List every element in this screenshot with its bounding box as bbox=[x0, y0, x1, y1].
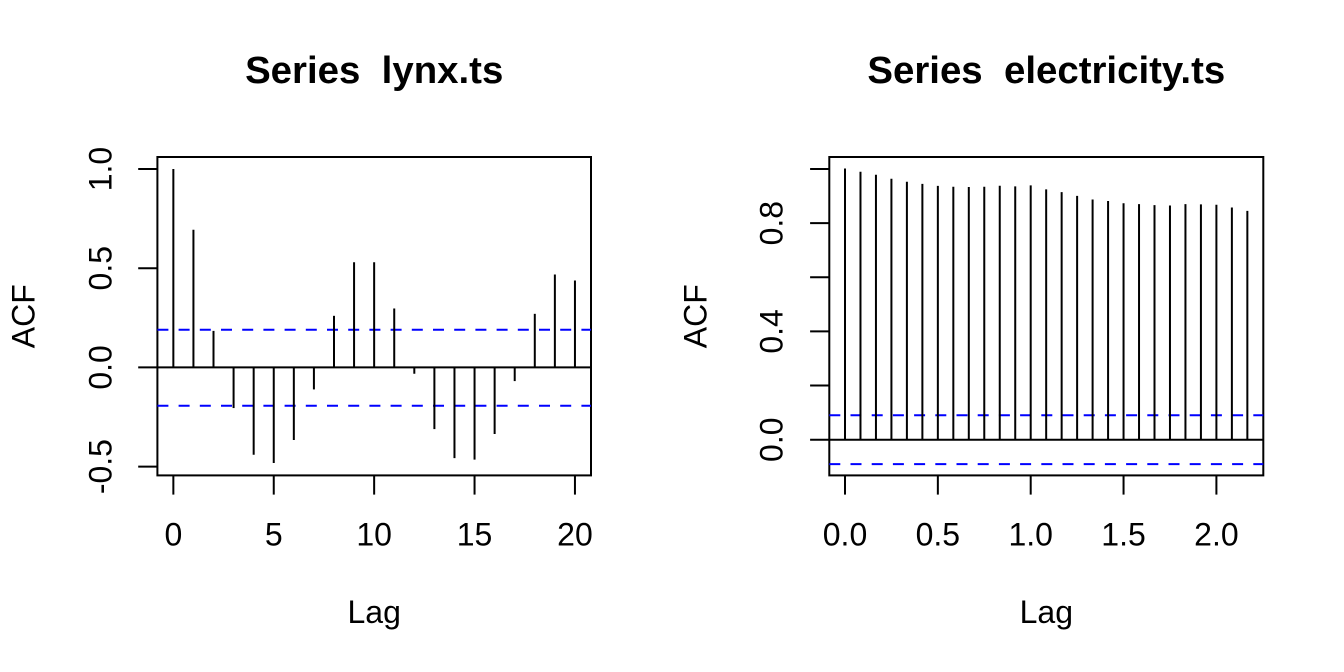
svg-text:ACF: ACF bbox=[678, 284, 714, 348]
svg-text:0.4: 0.4 bbox=[753, 309, 789, 353]
svg-text:20: 20 bbox=[557, 517, 593, 553]
svg-text:0.5: 0.5 bbox=[82, 246, 118, 290]
svg-text:2.0: 2.0 bbox=[1194, 517, 1238, 553]
svg-text:Lag: Lag bbox=[348, 594, 401, 630]
svg-text:-0.5: -0.5 bbox=[82, 439, 118, 494]
svg-text:Lag: Lag bbox=[1020, 594, 1073, 630]
svg-text:1.0: 1.0 bbox=[82, 147, 118, 191]
svg-text:Series lynx.ts: Series lynx.ts bbox=[245, 49, 503, 92]
svg-text:0.0: 0.0 bbox=[823, 517, 867, 553]
svg-text:ACF: ACF bbox=[6, 284, 42, 348]
svg-text:1.0: 1.0 bbox=[1008, 517, 1052, 553]
svg-text:0: 0 bbox=[164, 517, 182, 553]
svg-text:5: 5 bbox=[265, 517, 283, 553]
svg-text:1.5: 1.5 bbox=[1101, 517, 1145, 553]
svg-text:Series electricity.ts: Series electricity.ts bbox=[867, 49, 1225, 92]
svg-text:0.8: 0.8 bbox=[753, 201, 789, 245]
svg-text:10: 10 bbox=[356, 517, 392, 553]
svg-text:15: 15 bbox=[457, 517, 493, 553]
svg-text:0.0: 0.0 bbox=[753, 417, 789, 461]
svg-text:0.0: 0.0 bbox=[82, 345, 118, 389]
svg-text:0.5: 0.5 bbox=[916, 517, 960, 553]
